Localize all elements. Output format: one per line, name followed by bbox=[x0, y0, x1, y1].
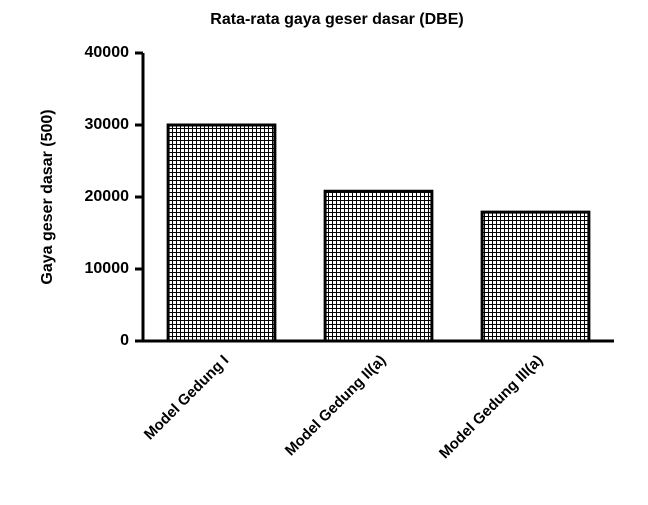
bar bbox=[480, 210, 591, 343]
chart-title: Rata-rata gaya geser dasar (DBE) bbox=[210, 11, 463, 28]
x-tick-label: Model Gedung I bbox=[141, 352, 233, 444]
y-tick-label: 40000 bbox=[85, 44, 130, 61]
bar bbox=[323, 189, 434, 343]
y-tick-label: 10000 bbox=[85, 260, 130, 277]
y-tick-label: 30000 bbox=[85, 116, 130, 133]
y-tick-label: 0 bbox=[120, 332, 129, 349]
y-axis-label: Gaya geser dasar (500) bbox=[39, 109, 56, 284]
y-tick-label: 20000 bbox=[85, 188, 130, 205]
x-tick-label: Model Gedung III(a) bbox=[436, 352, 546, 462]
x-tick-label: Model Gedung II(a) bbox=[282, 352, 389, 459]
bar bbox=[166, 123, 277, 343]
